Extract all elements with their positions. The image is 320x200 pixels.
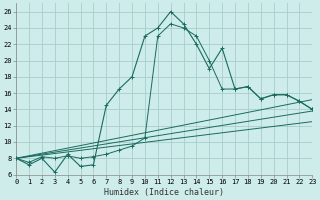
X-axis label: Humidex (Indice chaleur): Humidex (Indice chaleur) (104, 188, 224, 197)
